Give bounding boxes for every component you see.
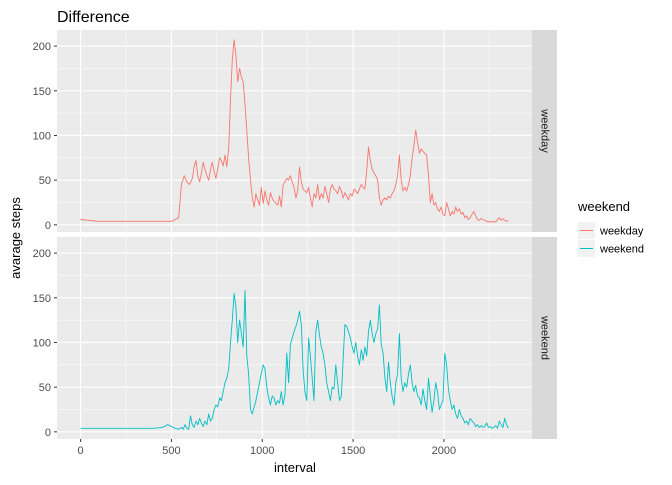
panel-weekend: 0 50 100 150 200 weekend xyxy=(33,237,557,439)
y-tick-label: 50 xyxy=(39,382,51,394)
facet-strip xyxy=(532,30,557,232)
facet-label-weekend: weekend xyxy=(539,315,551,360)
y-tick-label: 200 xyxy=(33,248,51,260)
y-axis-title: avarage steps xyxy=(8,197,23,279)
y-tick-label: 100 xyxy=(33,130,51,142)
facet-strip xyxy=(532,237,557,439)
legend-label-weekend: weekend xyxy=(599,244,644,256)
panel-background xyxy=(57,30,532,232)
legend-keys: weekday weekend xyxy=(578,222,644,257)
legend-item-weekday: weekday xyxy=(578,222,644,239)
panels: 0 50 100 150 200 weekday 0 50 100 150 200 weekend 0 5… xyxy=(33,30,557,457)
y-tick-label: 150 xyxy=(33,293,51,305)
legend: weekend weekday weekend xyxy=(577,199,644,257)
series-line-weekend xyxy=(80,290,509,430)
y-tick-label: 200 xyxy=(33,41,51,53)
y-tick-label: 0 xyxy=(45,220,51,232)
x-tick-label: 1000 xyxy=(250,445,274,457)
chart-title: Difference xyxy=(57,9,130,26)
x-axis: 0 500 1000 1500 2000 xyxy=(78,439,456,457)
legend-label-weekday: weekday xyxy=(599,226,644,238)
y-tick-label: 150 xyxy=(33,86,51,98)
x-tick-label: 1500 xyxy=(341,445,365,457)
y-tick-label: 100 xyxy=(33,337,51,349)
series-line-weekday xyxy=(80,39,509,223)
legend-item-weekend: weekend xyxy=(578,240,644,257)
facet-label-weekday: weekday xyxy=(539,108,551,153)
panel-background xyxy=(57,237,532,439)
x-axis-title: interval xyxy=(274,460,316,475)
x-tick-label: 2000 xyxy=(432,445,456,457)
legend-title: weekend xyxy=(577,199,630,214)
y-tick-label: 50 xyxy=(39,175,51,187)
y-tick-label: 0 xyxy=(45,427,51,439)
panel-weekday: 0 50 100 150 200 weekday xyxy=(33,30,557,232)
x-tick-label: 0 xyxy=(78,445,84,457)
x-tick-label: 500 xyxy=(162,445,180,457)
